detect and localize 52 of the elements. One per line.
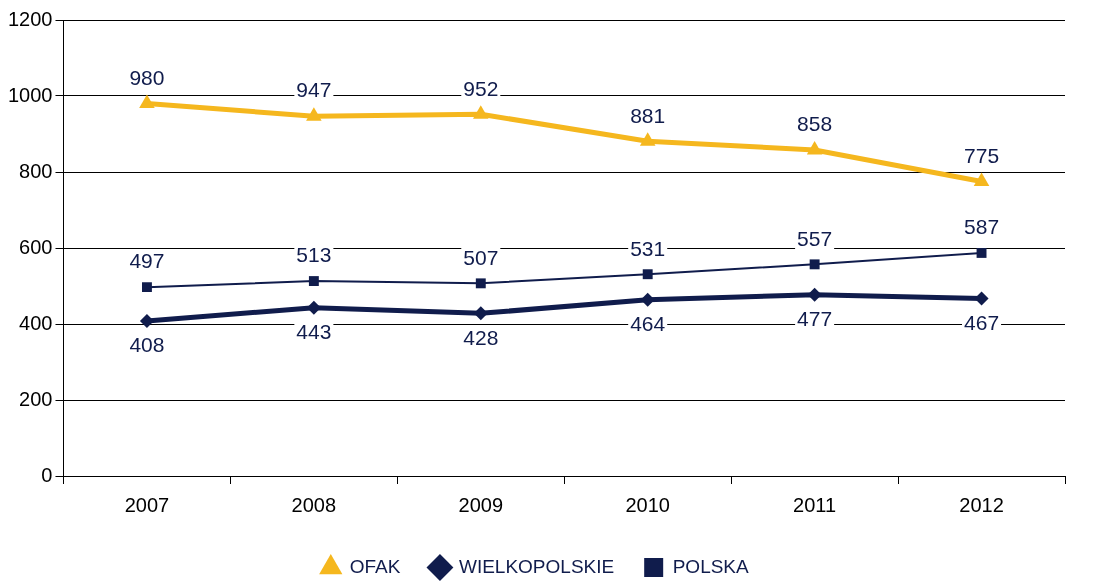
x-tick-label: 2011	[793, 493, 837, 516]
point	[306, 300, 321, 315]
data-label: 507	[463, 245, 499, 269]
point	[308, 276, 319, 287]
point	[973, 172, 990, 186]
point	[473, 306, 488, 321]
point	[640, 292, 655, 307]
data-label: 980	[129, 65, 165, 89]
data-label: 587	[964, 215, 1000, 239]
y-tick-label: 0	[41, 463, 53, 486]
x-tick-label: 2012	[959, 493, 1004, 516]
legend-label: POLSKA	[672, 555, 750, 577]
data-label: 464	[630, 311, 666, 335]
data-label: 467	[964, 310, 1000, 334]
point	[475, 278, 486, 289]
point	[807, 287, 822, 302]
data-label: 858	[797, 112, 833, 136]
x-tick-label: 2007	[124, 493, 170, 516]
x-tick-label: 2009	[458, 493, 504, 516]
y-tick-label: 800	[19, 159, 53, 182]
legend-label: WIELKOPOLSKIE	[458, 555, 615, 577]
point	[974, 291, 989, 306]
y-tick-label: 200	[19, 387, 53, 410]
data-label: 775	[964, 143, 1000, 167]
data-label: 428	[463, 325, 499, 349]
y-tick-label: 1000	[7, 83, 53, 106]
data-label: 408	[129, 333, 165, 357]
point	[642, 269, 653, 280]
data-label: 557	[797, 226, 833, 250]
x-tick-label: 2008	[291, 493, 337, 516]
point	[639, 132, 656, 146]
data-label: 513	[296, 243, 332, 267]
data-label: 477	[797, 307, 833, 331]
point	[976, 247, 987, 258]
data-label: 531	[630, 236, 666, 260]
point	[142, 282, 152, 293]
y-tick-label: 400	[19, 311, 53, 334]
data-label: 881	[630, 103, 666, 127]
point	[139, 94, 155, 109]
y-tick-label: 600	[19, 235, 53, 258]
point	[806, 140, 823, 155]
point	[809, 259, 820, 270]
data-label: 952	[463, 76, 499, 100]
data-label: 443	[296, 319, 332, 343]
point	[472, 105, 489, 119]
data-label: 497	[129, 249, 165, 273]
data-label: 947	[296, 78, 332, 102]
x-tick-label: 2010	[625, 493, 670, 516]
legend-label: OFAK	[349, 555, 401, 577]
y-tick-label: 1200	[7, 7, 53, 30]
point	[139, 313, 154, 328]
point	[306, 107, 322, 121]
